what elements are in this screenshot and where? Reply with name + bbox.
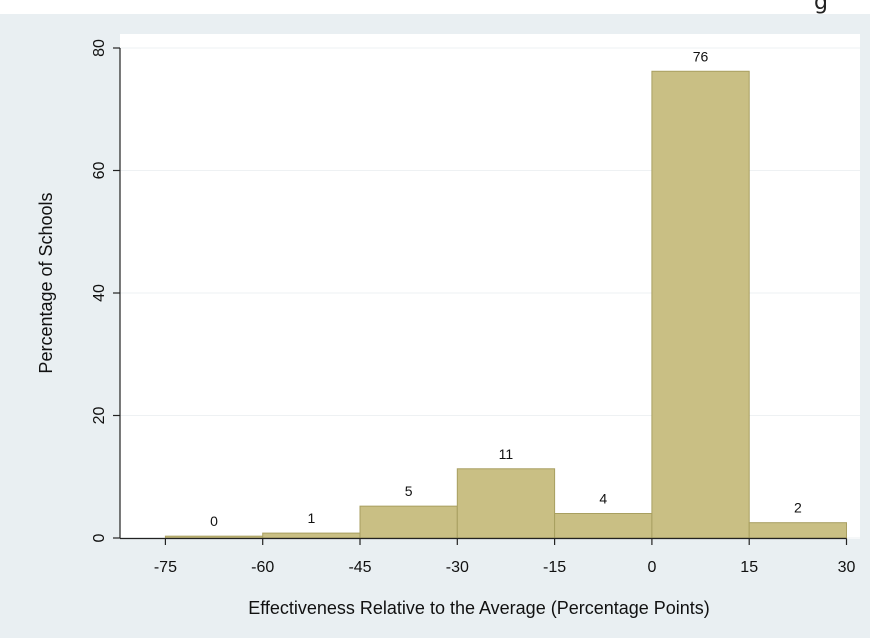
bar-value-label: 11 xyxy=(499,446,514,462)
x-axis-title: Effectiveness Relative to the Average (P… xyxy=(248,598,710,618)
x-tick-label: -30 xyxy=(446,559,469,576)
y-tick-label: 20 xyxy=(91,407,108,425)
page-header: g xyxy=(0,0,870,14)
y-tick-label: 60 xyxy=(91,162,108,180)
x-tick-label: -60 xyxy=(251,559,274,576)
bar-value-label: 76 xyxy=(693,48,709,64)
histogram-bar xyxy=(165,536,262,538)
histogram-bar xyxy=(360,506,457,538)
histogram-bar xyxy=(652,71,749,538)
chart-frame: 0 1 5 11 4 76 2 -75 -60 -45 -30 -15 0 15 30 0 20 40 60 80 … xyxy=(0,14,870,638)
x-tick-label: 30 xyxy=(838,559,856,576)
x-tick-label: -15 xyxy=(543,559,566,576)
histogram-bar xyxy=(555,514,652,539)
bar-value-label: 4 xyxy=(599,491,607,507)
y-axis-title: Percentage of Schools xyxy=(36,192,56,373)
y-tick-label: 40 xyxy=(91,284,108,302)
histogram-bar xyxy=(457,469,554,538)
bar-value-label: 2 xyxy=(794,500,802,516)
x-tick-label: -45 xyxy=(348,559,371,576)
histogram-bar xyxy=(749,523,846,538)
bar-value-label: 0 xyxy=(210,513,218,529)
x-tick-label: -75 xyxy=(154,559,177,576)
y-tick-label: 80 xyxy=(91,39,108,57)
histogram-bar xyxy=(263,533,360,538)
x-tick-label: 0 xyxy=(647,559,656,576)
corner-text: g xyxy=(814,0,828,15)
y-tick-label: 0 xyxy=(91,533,108,542)
bar-value-label: 5 xyxy=(405,483,413,499)
x-tick-label: 15 xyxy=(740,559,758,576)
bar-value-label: 1 xyxy=(307,510,315,526)
